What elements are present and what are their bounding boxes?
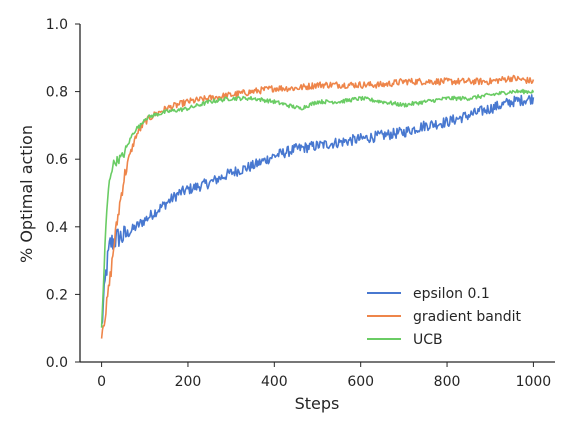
series-line-0: [100, 94, 535, 325]
legend: epsilon 0.1 gradient bandit UCB: [367, 286, 522, 348]
y-tick-label: 0.8: [46, 85, 68, 101]
x-tick-label: 1000: [516, 374, 552, 390]
x-tick-label: 0: [97, 374, 106, 390]
y-axis-title: % Optimal action: [17, 125, 36, 263]
y-tick-label: 0.2: [46, 287, 68, 303]
legend-label: UCB: [413, 332, 443, 348]
x-tick-label: 600: [347, 374, 374, 390]
y-tick-label: 0.6: [46, 152, 68, 168]
y-tick-label: 0.0: [46, 355, 68, 371]
legend-label: gradient bandit: [413, 309, 522, 325]
x-tick-label: 800: [434, 374, 461, 390]
series-line-1: [100, 74, 535, 339]
series-line-2: [100, 88, 535, 328]
y-axis-ticks: 0.0 0.2 0.4 0.6 0.8 1.0: [46, 17, 80, 371]
x-axis-title: Steps: [295, 394, 340, 413]
series-group: [100, 74, 535, 339]
x-axis-ticks: 0 200 400 600 800 1000: [97, 362, 551, 390]
x-tick-label: 400: [261, 374, 288, 390]
y-tick-label: 1.0: [46, 17, 68, 33]
y-tick-label: 0.4: [46, 220, 68, 236]
x-tick-label: 200: [175, 374, 202, 390]
legend-label: epsilon 0.1: [413, 286, 490, 302]
